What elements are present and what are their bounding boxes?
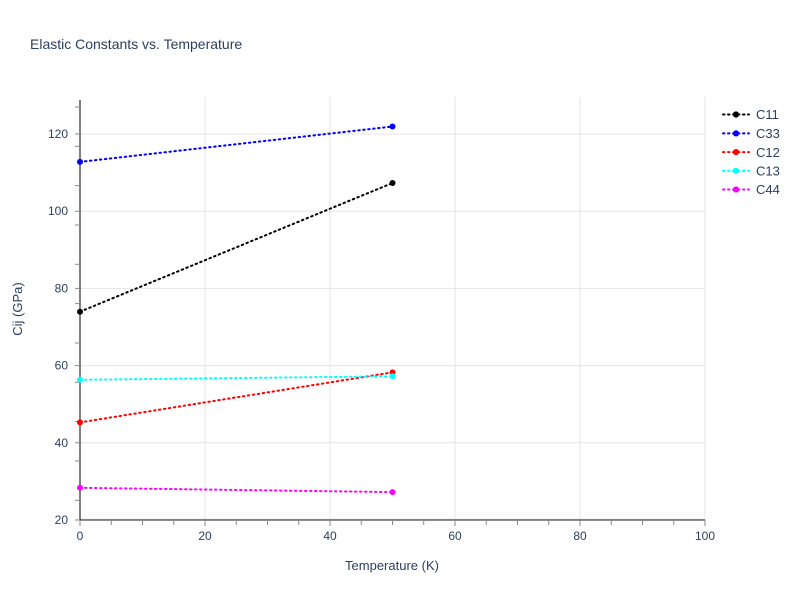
svg-text:60: 60 <box>448 529 462 543</box>
svg-text:20: 20 <box>198 529 212 543</box>
svg-text:C12: C12 <box>756 145 780 160</box>
svg-text:Temperature (K): Temperature (K) <box>345 558 439 573</box>
svg-text:40: 40 <box>323 529 337 543</box>
svg-text:Cij (GPa): Cij (GPa) <box>10 282 25 335</box>
svg-text:60: 60 <box>55 359 69 373</box>
svg-text:C13: C13 <box>756 164 780 179</box>
svg-text:20: 20 <box>55 513 69 527</box>
svg-text:0: 0 <box>77 529 84 543</box>
svg-text:C33: C33 <box>756 126 780 141</box>
svg-text:120: 120 <box>48 127 68 141</box>
svg-text:C11: C11 <box>756 107 779 122</box>
svg-text:C44: C44 <box>756 182 780 197</box>
svg-text:100: 100 <box>695 529 715 543</box>
svg-text:80: 80 <box>573 529 587 543</box>
svg-text:40: 40 <box>55 436 69 450</box>
svg-text:80: 80 <box>55 281 69 295</box>
svg-text:100: 100 <box>48 204 68 218</box>
